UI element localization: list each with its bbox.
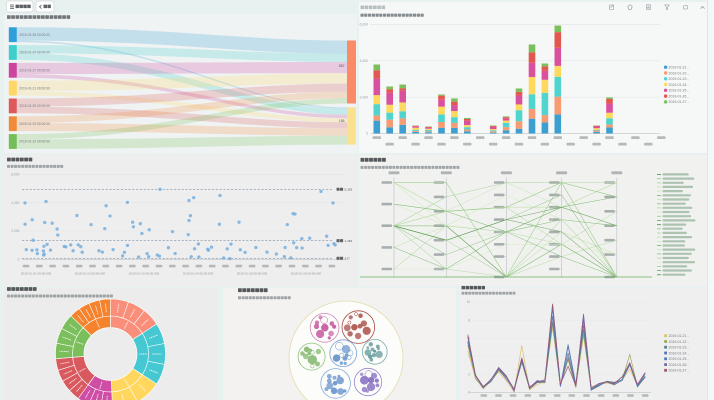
svg-text:2019-01-27 ..: 2019-01-27 .. [669, 100, 690, 104]
svg-text:2019-01-21 ..: 2019-01-21 .. [669, 66, 690, 70]
svg-text:8: 8 [468, 318, 470, 322]
svg-text:2019-01-23 00:00:000: 2019-01-23 00:00:000 [129, 271, 160, 275]
svg-text:188: 188 [339, 119, 345, 123]
svg-text:2019-01-25 ..: 2019-01-25 .. [669, 357, 690, 361]
svg-text:2019-01-26 ..: 2019-01-26 .. [669, 363, 690, 367]
svg-text:2019-01-24 00:00:000: 2019-01-24 00:00:000 [183, 271, 214, 275]
svg-text:2019-01-21 00:00:00: 2019-01-21 00:00:00 [19, 86, 50, 90]
svg-text:2019-01-22 00:00:000: 2019-01-22 00:00:000 [75, 271, 106, 275]
svg-text:2019-01-23 00:00:00: 2019-01-23 00:00:00 [19, 122, 50, 126]
svg-text:4,000: 4,000 [360, 59, 369, 63]
svg-text:2019-01-26 00:00:00: 2019-01-26 00:00:00 [19, 104, 50, 108]
svg-text:2019-01-22 ..: 2019-01-22 .. [669, 71, 690, 75]
svg-text:2,000: 2,000 [11, 229, 19, 233]
svg-text:2019-01-25 00:00:000: 2019-01-25 00:00:000 [237, 271, 268, 275]
svg-text:2019-01-23 ..: 2019-01-23 .. [669, 77, 690, 81]
svg-text:2019-01-21 ..: 2019-01-21 .. [669, 334, 690, 338]
svg-text:0: 0 [18, 258, 20, 262]
svg-text:2019-01-25 ..: 2019-01-25 .. [669, 89, 690, 93]
svg-text:2019-01-24 ..: 2019-01-24 .. [669, 83, 690, 87]
svg-text:2019-01-25 00:00:00: 2019-01-25 00:00:00 [19, 33, 50, 37]
svg-text:0: 0 [366, 132, 368, 136]
svg-text:2019-01-27 ..: 2019-01-27 .. [669, 369, 690, 373]
svg-text:2019-01-27 00:00:00: 2019-01-27 00:00:00 [19, 69, 50, 73]
svg-text:6,000: 6,000 [11, 173, 19, 177]
svg-text:10: 10 [467, 300, 471, 304]
svg-text:2019-01-26 ..: 2019-01-26 .. [669, 94, 690, 98]
svg-text:2019-01-22 ..: 2019-01-22 .. [669, 340, 690, 344]
svg-text:317: 317 [345, 257, 350, 261]
svg-text:4,000: 4,000 [11, 201, 19, 205]
svg-text:6: 6 [468, 336, 470, 340]
svg-text:2019-01-21 00:00:000: 2019-01-21 00:00:000 [21, 271, 52, 275]
svg-text:2019-01-24 ..: 2019-01-24 .. [669, 351, 690, 355]
svg-text:2: 2 [468, 373, 470, 377]
svg-text:2019-01-26 00:00:000: 2019-01-26 00:00:000 [291, 271, 322, 275]
svg-text:2019-01-22 00:00:00: 2019-01-22 00:00:00 [19, 140, 50, 144]
svg-text:6,000: 6,000 [360, 23, 369, 27]
svg-text:2,000: 2,000 [360, 95, 369, 99]
svg-text:2019-01-24 00:00:00: 2019-01-24 00:00:00 [19, 51, 50, 55]
svg-text:887: 887 [339, 64, 345, 68]
svg-text:5,329: 5,329 [345, 188, 353, 192]
svg-text:2019-01-23 ..: 2019-01-23 .. [669, 346, 690, 350]
svg-text:1,462: 1,462 [345, 239, 353, 243]
